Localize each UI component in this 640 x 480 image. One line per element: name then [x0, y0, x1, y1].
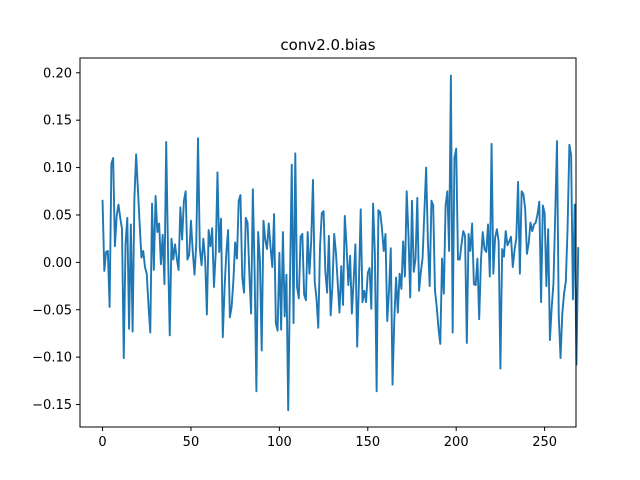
ticks: 0 50 100 150 200 250 −0.15 −0.10 −0.05 0.00 0.05 0.… [32, 66, 557, 450]
x-tick-label: 150 [355, 435, 380, 450]
plot-frame [79, 57, 577, 428]
chart-title: conv2.0.bias [280, 36, 375, 54]
y-tick-label: 0.15 [43, 114, 72, 129]
x-tick-label: 0 [98, 435, 106, 450]
y-tick-label: 0.20 [43, 66, 72, 81]
y-tick-label: 0.05 [43, 208, 72, 223]
y-tick-label: 0.00 [43, 256, 72, 271]
x-tick-label: 50 [183, 435, 200, 450]
y-tick-label: −0.15 [32, 398, 72, 413]
y-tick-label: −0.05 [32, 303, 72, 318]
x-tick-label: 100 [267, 435, 292, 450]
series-layer [101, 74, 580, 412]
series-line [101, 74, 580, 412]
y-tick-label: −0.10 [32, 351, 72, 366]
x-tick-label: 200 [444, 435, 469, 450]
x-tick-label: 250 [532, 435, 557, 450]
y-tick-label: 0.10 [43, 161, 72, 176]
